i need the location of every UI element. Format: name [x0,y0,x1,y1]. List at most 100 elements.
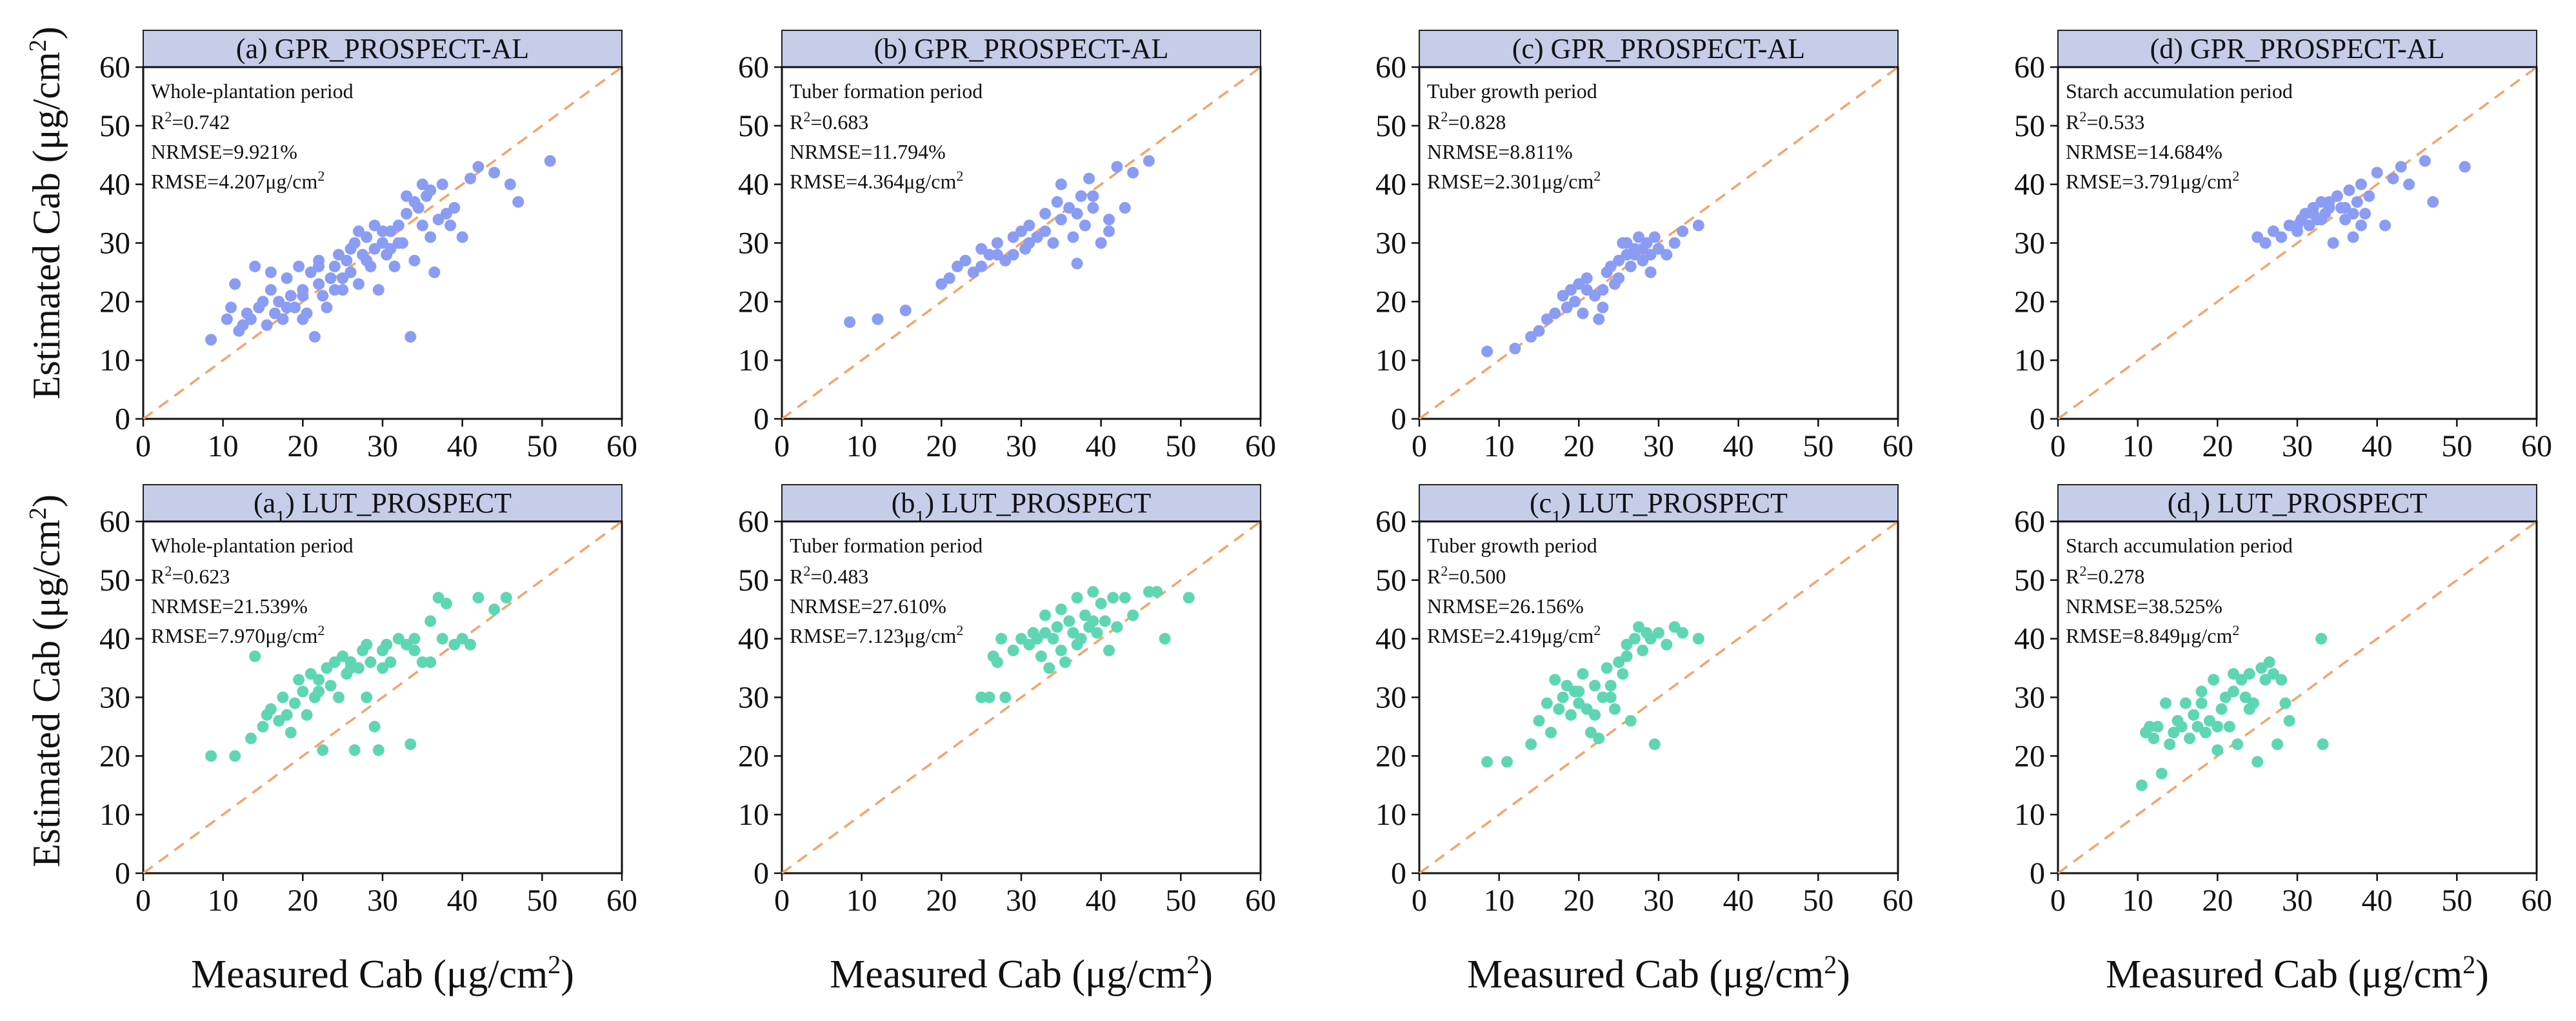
period-label: Tuber growth period [1427,534,1597,557]
scatter-point [2184,733,2196,745]
x-tick-label: 30 [1643,429,1674,463]
scatter-point [1127,609,1139,622]
scatter-point [472,161,484,173]
y-tick-label: 0 [754,402,769,436]
scatter-point [237,319,249,331]
scatter-point [332,691,344,703]
scatter-point [2355,219,2367,232]
scatter-point [1577,307,1589,319]
x-tick-label: 20 [1563,884,1594,918]
scatter-point [265,284,277,296]
scatter-point [872,313,884,325]
x-axis-label-unit: μg/cm [1085,953,1186,996]
scatter-point [364,656,377,668]
scatter-point [401,638,413,651]
scatter-point [1549,307,1561,319]
panel-title-text: ) LUT_PROSPECT [1561,487,1788,519]
period-label: Starch accumulation period [2066,534,2293,557]
x-tick-label: 20 [926,429,957,463]
panel-title-prefix: (c [1530,487,1552,519]
scatter-point [991,656,1003,668]
y-tick-label: 10 [738,343,769,378]
x-tick-label: 60 [2521,429,2552,463]
scatter-point [2239,691,2252,703]
scatter-point [1055,214,1067,226]
scatter-point [1111,161,1123,173]
r2-label: R2=0.623 [151,563,230,589]
scatter-panel-4: (a1) LUT_PROSPECT 0 10 20 30 40 50 60 0 10 20 30 40 5… [99,484,637,918]
scatter-point [2228,685,2240,698]
scatter-point [324,680,337,692]
r2-label: R2=0.683 [790,108,868,134]
x-tick-label: 50 [526,884,557,918]
scatter-point [1031,632,1043,645]
y-tick-label: 0 [754,856,769,891]
x-tick-label: 50 [2441,884,2472,918]
scatter-point [1653,243,1664,255]
y-tick-label: 0 [1391,402,1406,436]
scatter-point [372,284,384,296]
y-tick-label: 30 [2014,227,2045,261]
x-tick-label: 20 [2202,884,2233,918]
y-tick-label: 50 [738,563,769,598]
scatter-point [2195,685,2208,698]
period-label: Tuber growth period [1427,79,1597,103]
panel-title-box [143,484,623,522]
scatter-point [975,260,988,272]
y-tick-label: 10 [1375,343,1406,378]
y-axis-label-sup: 2 [25,39,52,52]
panel-title: (a1) LUT_PROSPECT [254,487,512,528]
scatter-point [328,260,341,272]
y-axis-label-sup: 2 [25,507,52,520]
scatter-point [368,720,381,733]
nrmse-label: NRMSE=26.156% [1427,594,1584,618]
scatter-point [500,592,512,604]
y-tick-label: 60 [2014,50,2045,85]
y-tick-label: 30 [1375,681,1406,715]
scatter-point [464,638,477,651]
y-tick-label: 20 [1375,285,1406,319]
x-tick-label: 60 [1882,429,1913,463]
scatter-point [328,656,341,668]
scatter-point [392,237,404,249]
x-tick-label: 0 [1412,884,1427,918]
r2-label: R2=0.500 [1427,563,1506,589]
scatter-point [1055,644,1067,656]
scatter-point [297,685,309,698]
x-tick-label: 40 [447,429,478,463]
scatter-point [2275,231,2288,243]
scatter-point [2199,727,2212,738]
y-tick-label: 40 [1375,622,1406,656]
scatter-point [377,644,388,656]
x-axis-label-close: ) [1199,953,1213,996]
panel-title: (a) GPR_PROSPECT-AL [236,33,529,65]
rmse-value: RMSE=7.123μg/cm [790,624,956,647]
y-tick-label: 0 [1391,856,1406,891]
r2-sup: 2 [1441,563,1448,579]
x-tick-label: 20 [287,884,318,918]
x-tick-label: 0 [135,884,151,918]
period-label: Tuber formation period [790,79,983,103]
scatter-point [1557,691,1569,703]
scatter-point [1159,632,1171,645]
y-tick-label: 20 [2014,285,2045,319]
scatter-point [372,744,384,756]
panel-title-box [781,30,1261,68]
scatter-point [1039,225,1052,238]
panels-layer: (a) GPR_PROSPECT-AL0 10 20 30 40 50 6001020304… [99,30,2552,918]
scatter-point [313,254,325,267]
scatter-point [2243,668,2255,680]
r2-sup: 2 [165,563,172,579]
scatter-point [1023,638,1035,651]
scatter-point [277,691,289,703]
x-tick-label: 20 [926,884,957,918]
scatter-point [308,330,321,343]
x-axis-label-sup: 2 [1824,950,1837,979]
scatter-point [1561,680,1573,692]
rmse-label: RMSE=8.849μg/cm2 [2066,622,2239,648]
x-tick-label: 30 [1006,429,1037,463]
r2-value: =0.683 [810,110,868,134]
scatter-panel-1: (b) GPR_PROSPECT-AL 0 10 20 30 40 50 60 0 10 20 30 4… [738,30,1276,463]
r2-sup: 2 [165,108,172,125]
